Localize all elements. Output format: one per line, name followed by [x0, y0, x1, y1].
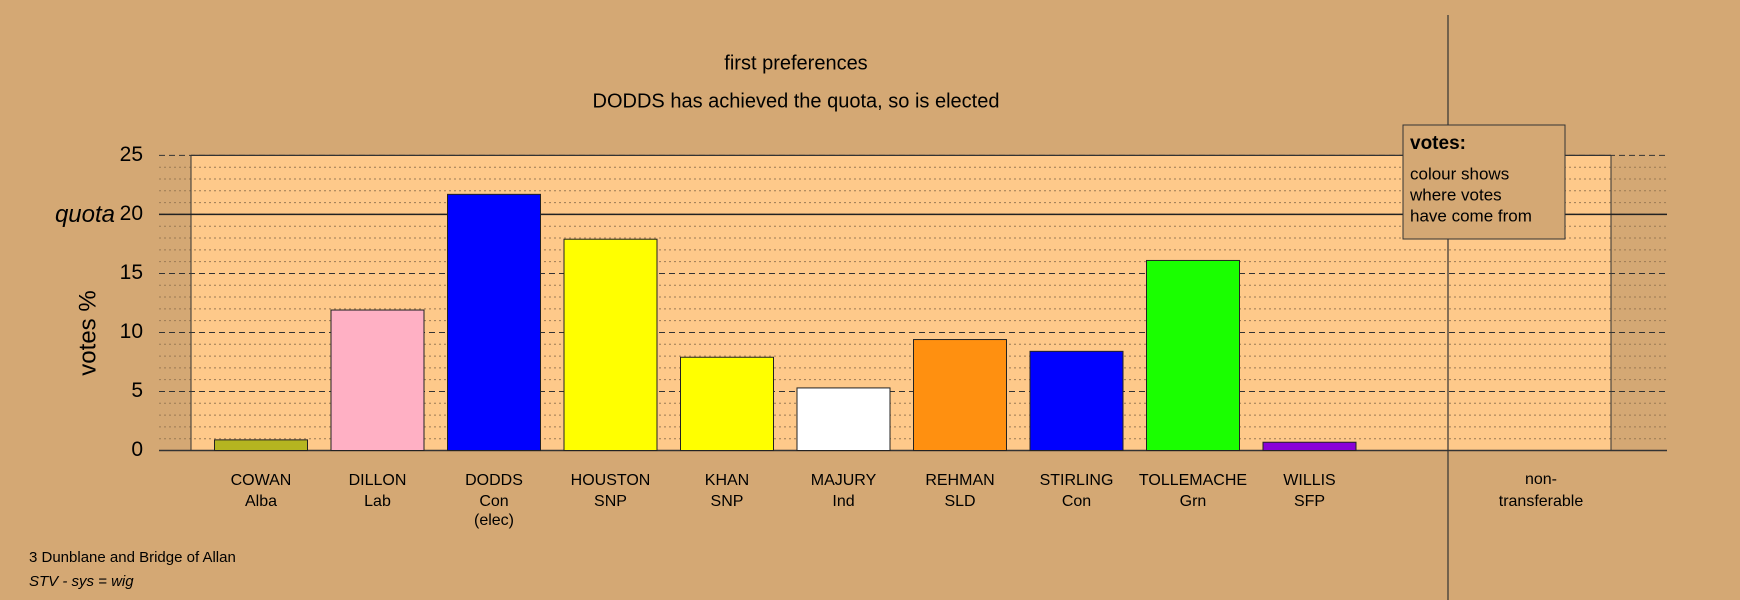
y-tick-label: 25 — [120, 143, 143, 166]
bar — [214, 439, 308, 452]
bar — [1029, 350, 1124, 452]
x-tick-label: REHMAN — [925, 472, 994, 489]
bar — [796, 387, 891, 452]
x-tick-label: DILLON — [349, 472, 407, 489]
bar — [1146, 259, 1240, 451]
bar — [330, 309, 425, 452]
x-tick-label: COWAN — [231, 472, 292, 489]
party-label: Ind — [832, 493, 854, 510]
party-label: Grn — [1180, 493, 1207, 510]
party-label: Con — [1062, 493, 1091, 510]
y-tick-label: 20 — [120, 202, 143, 225]
party-label: Con — [479, 493, 508, 510]
bar — [913, 339, 1007, 451]
x-tick-label: TOLLEMACHE — [1139, 472, 1247, 489]
y-tick-label: 15 — [120, 261, 143, 284]
legend-title: votes: — [1410, 133, 1466, 154]
x-tick-label: WILLIS — [1283, 472, 1335, 489]
party-label: SNP — [594, 493, 627, 510]
plot-area — [191, 155, 1611, 451]
y-tick-label: 5 — [131, 379, 143, 402]
footer-line: STV - sys = wig — [29, 573, 134, 590]
x-tick-label: KHAN — [705, 472, 749, 489]
legend-line: colour shows — [1410, 164, 1509, 183]
status-label: (elec) — [474, 512, 514, 529]
y-tick-label: 0 — [131, 438, 143, 461]
party-label: SLD — [944, 493, 975, 510]
party-label: SFP — [1294, 493, 1325, 510]
x-tick-label: MAJURY — [811, 472, 877, 489]
legend-box — [1402, 124, 1566, 240]
bar — [1262, 441, 1357, 452]
legend-line: where votes — [1409, 185, 1502, 204]
y-tick-label: 10 — [120, 320, 143, 343]
y-axis-label: votes % — [74, 290, 101, 375]
quota-label: quota — [55, 201, 115, 228]
bar — [680, 356, 774, 452]
bar — [447, 193, 541, 451]
x-tick-label: STIRLING — [1040, 472, 1114, 489]
legend-line: have come from — [1410, 206, 1532, 225]
party-label: Lab — [364, 493, 391, 510]
footer-line: 3 Dunblane and Bridge of Allan — [29, 549, 236, 566]
x-tick-label: DODDS — [465, 472, 523, 489]
party-label: Alba — [245, 493, 277, 510]
x-tick-label: HOUSTON — [571, 472, 651, 489]
bar — [563, 238, 658, 451]
party-label: SNP — [711, 493, 744, 510]
chart-title: first preferences — [724, 52, 867, 74]
chart-subtitle: DODDS has achieved the quota, so is elec… — [593, 90, 1000, 112]
non-transferable-label: non- — [1525, 471, 1557, 488]
non-transferable-label: transferable — [1499, 493, 1584, 510]
